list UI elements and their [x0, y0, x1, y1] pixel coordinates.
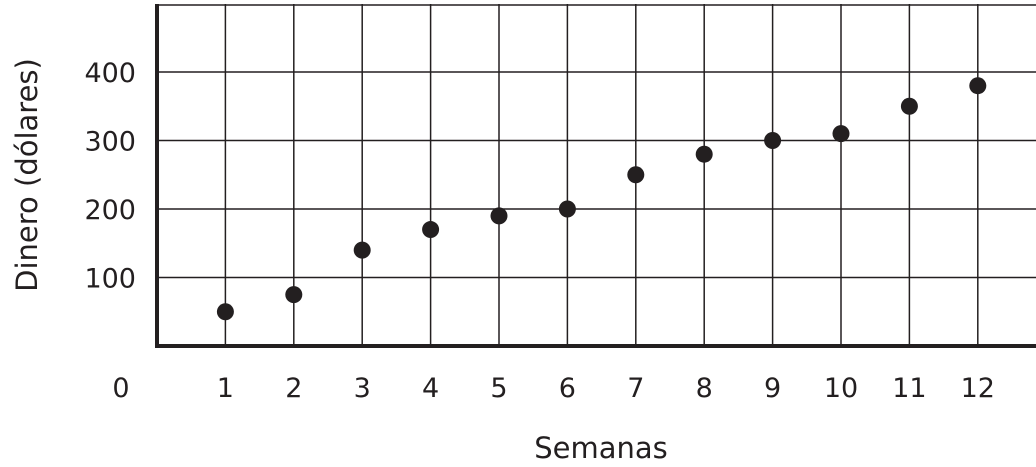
- x-tick-label: 4: [422, 373, 439, 404]
- data-point: [627, 166, 645, 184]
- x-tick-label: 8: [696, 373, 713, 404]
- grid-lines: [157, 4, 1036, 346]
- x-tick-label: 12: [961, 373, 995, 404]
- x-tick-label: 7: [627, 373, 644, 404]
- data-points: [216, 77, 987, 321]
- y-tick-label: 200: [84, 195, 136, 226]
- y-tick-label: 300: [84, 127, 136, 158]
- data-point: [285, 286, 303, 304]
- x-tick-label: 6: [559, 373, 576, 404]
- axes: [155, 4, 1036, 348]
- data-point: [353, 241, 371, 259]
- data-point: [832, 125, 850, 143]
- x-tick-label: 2: [285, 373, 302, 404]
- data-point: [900, 97, 918, 115]
- data-point: [490, 207, 508, 225]
- y-tick-label: 100: [84, 264, 136, 295]
- data-point: [558, 200, 576, 218]
- y-tick-labels: 100 200 300 400: [84, 58, 136, 295]
- x-tick-label: 10: [824, 373, 858, 404]
- data-point: [216, 303, 234, 321]
- y-tick-label: 400: [84, 58, 136, 89]
- x-axis-label: Semanas: [534, 431, 668, 465]
- x-tick-label: 9: [764, 373, 781, 404]
- data-point: [764, 132, 782, 149]
- x-tick-labels: 0 1 2 3 4 5 6 7 8 9 10 11 12: [112, 373, 995, 404]
- x-tick-label: 1: [217, 373, 234, 404]
- x-tick-label: 11: [892, 373, 926, 404]
- y-axis-label: Dinero (dólares): [10, 58, 44, 292]
- x-tick-label: 5: [490, 373, 507, 404]
- data-point: [422, 221, 440, 239]
- data-point: [695, 145, 713, 163]
- x-tick-label: 0: [112, 373, 129, 404]
- x-tick-label: 3: [354, 373, 371, 404]
- data-point: [969, 77, 987, 95]
